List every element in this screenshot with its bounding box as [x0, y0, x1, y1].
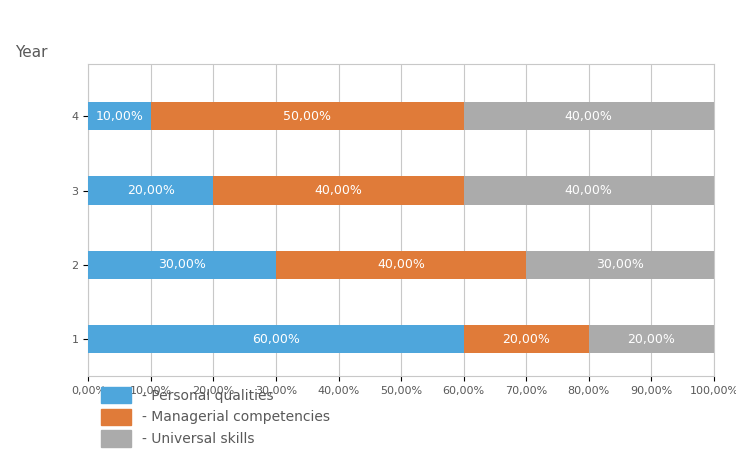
Bar — [464, 176, 714, 205]
Bar — [151, 102, 464, 130]
Legend: - Personal qualities, - Managerial competencies, - Universal skills: - Personal qualities, - Managerial compe… — [95, 382, 336, 452]
Text: 20,00%: 20,00% — [627, 333, 676, 346]
Bar — [88, 325, 464, 353]
Bar — [464, 325, 589, 353]
Text: 20,00%: 20,00% — [502, 333, 551, 346]
Bar — [276, 251, 526, 279]
Bar — [88, 102, 151, 130]
Text: 10,00%: 10,00% — [96, 110, 144, 123]
Text: 20,00%: 20,00% — [127, 184, 175, 197]
Bar — [213, 176, 464, 205]
Text: 40,00%: 40,00% — [377, 258, 425, 271]
Bar — [88, 251, 276, 279]
Bar — [589, 325, 714, 353]
Text: 30,00%: 30,00% — [596, 258, 644, 271]
Text: 30,00%: 30,00% — [158, 258, 206, 271]
Text: Year: Year — [15, 45, 47, 60]
Bar — [88, 176, 213, 205]
Text: 40,00%: 40,00% — [565, 184, 613, 197]
Bar — [526, 251, 714, 279]
Text: 50,00%: 50,00% — [283, 110, 331, 123]
Text: 40,00%: 40,00% — [565, 110, 613, 123]
Bar — [464, 102, 714, 130]
Text: 60,00%: 60,00% — [252, 333, 300, 346]
Text: 40,00%: 40,00% — [314, 184, 363, 197]
